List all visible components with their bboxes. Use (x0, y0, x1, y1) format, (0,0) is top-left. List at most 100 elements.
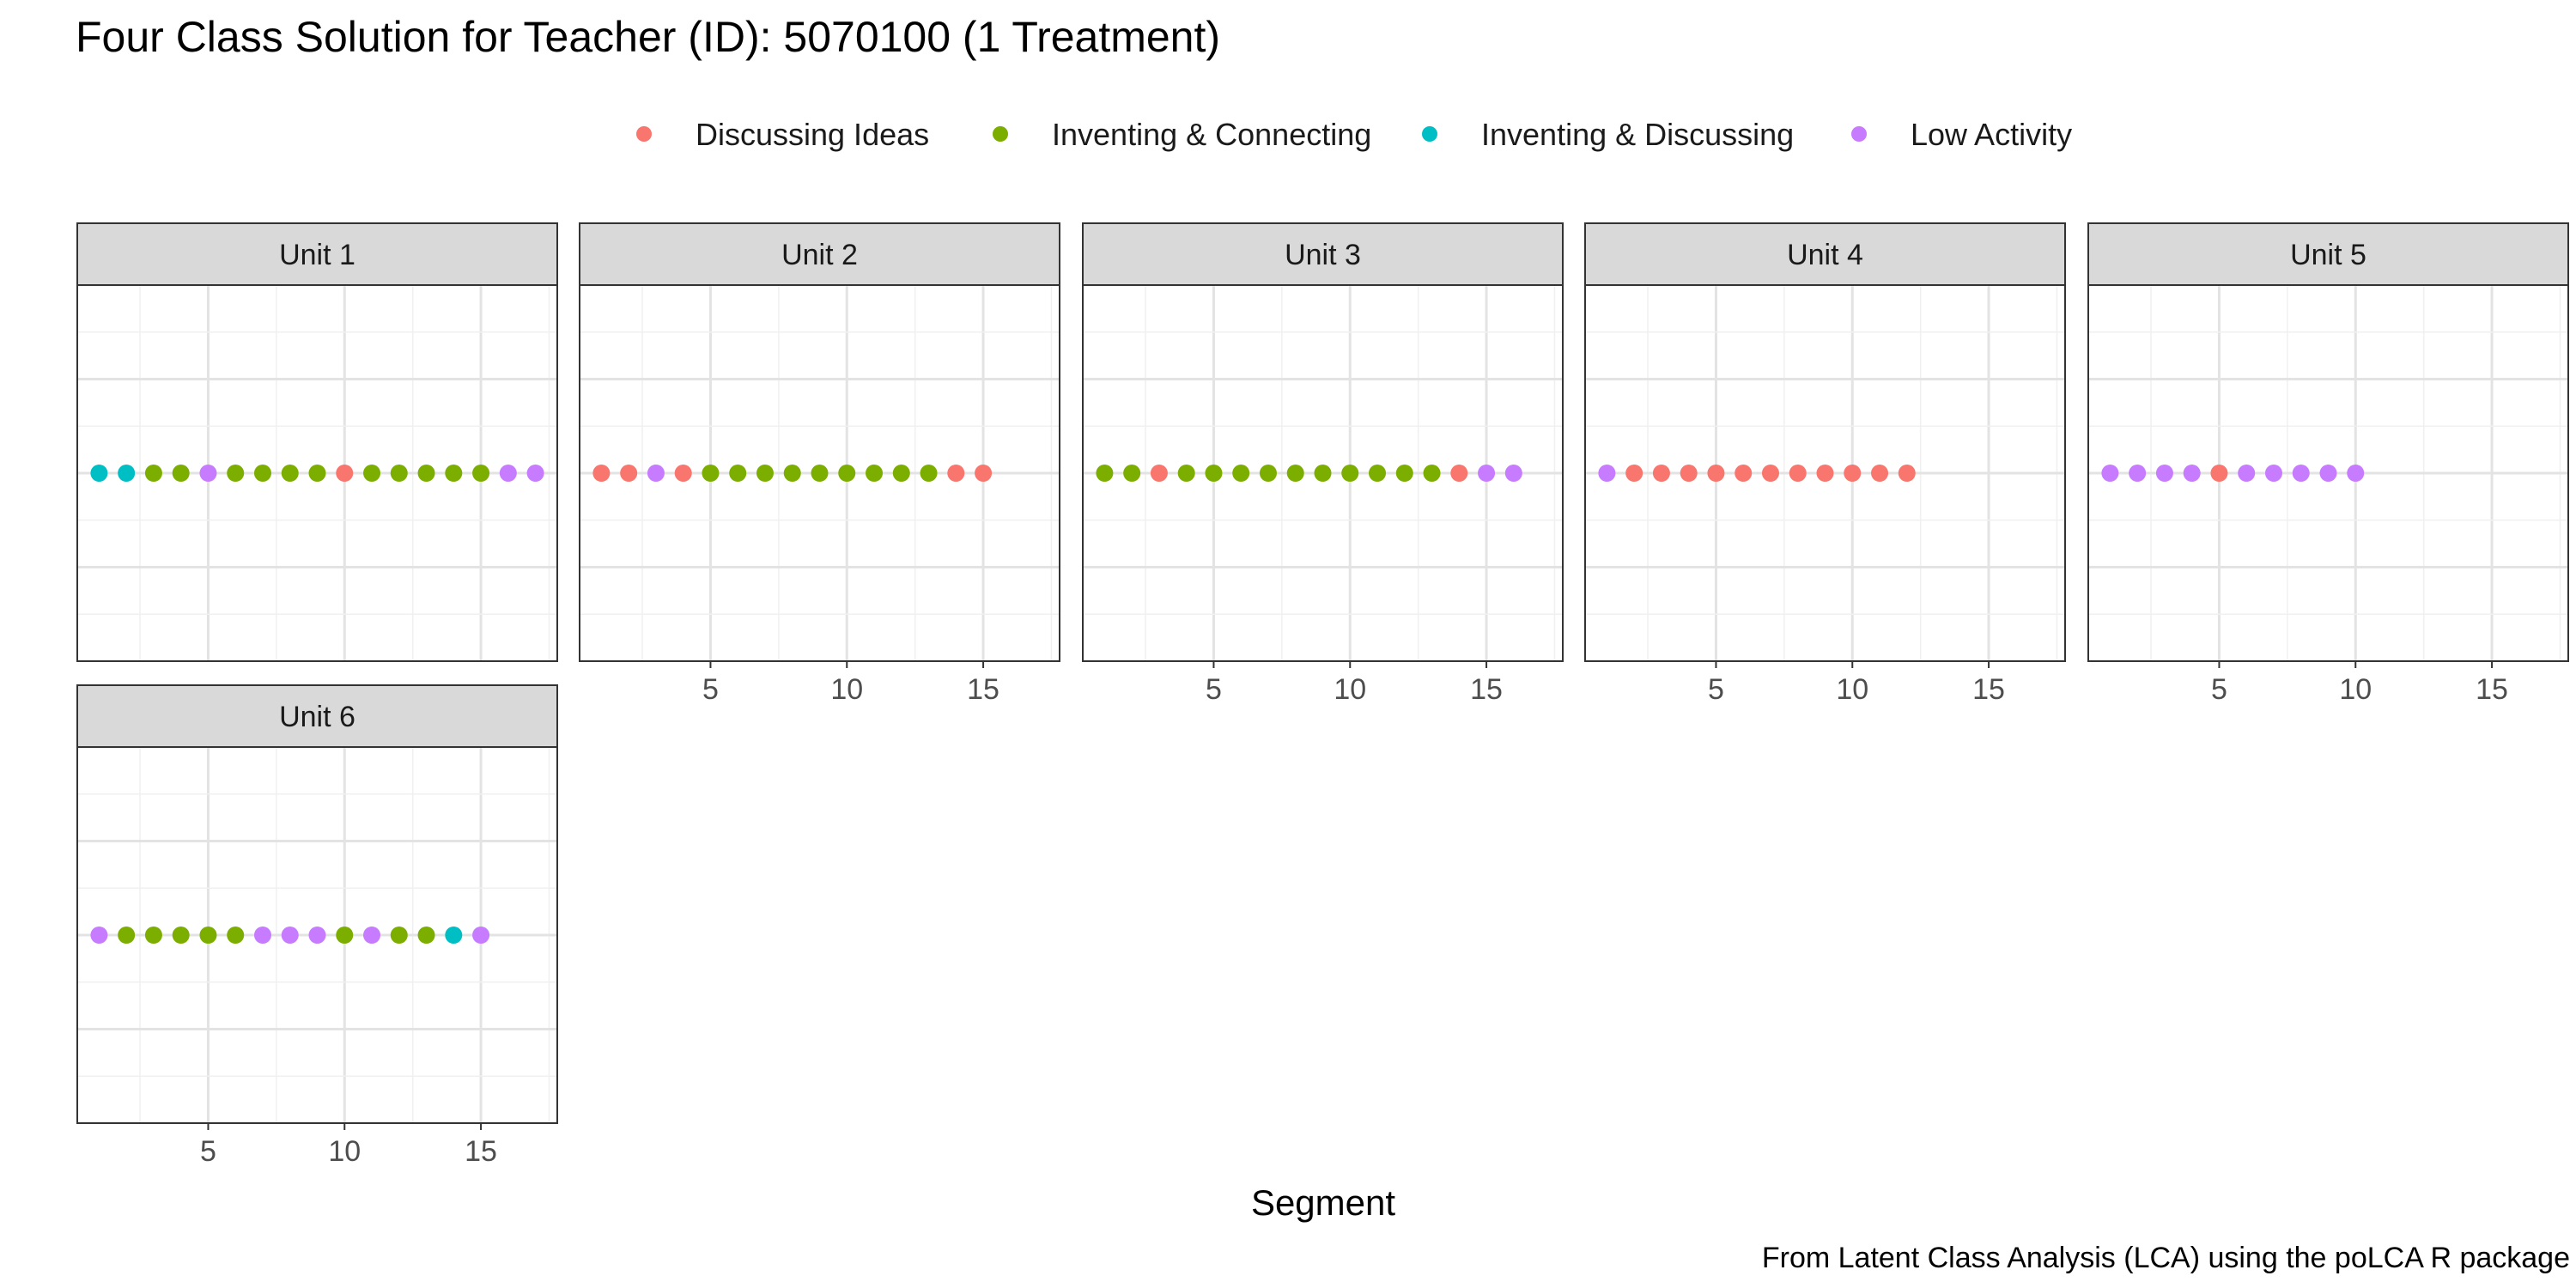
caption: From Latent Class Analysis (LCA) using t… (1762, 1242, 2570, 1274)
strip-unit-5 (2087, 222, 2569, 286)
point-low-activity (308, 927, 326, 944)
point-discussing-ideas (2210, 465, 2228, 482)
point-inventing-and-connecting (729, 465, 747, 482)
legend-key-discussing-ideas (636, 126, 652, 142)
panel-border-unit-1 (76, 284, 558, 662)
point-inventing-and-connecting (281, 465, 299, 482)
point-discussing-ideas (1735, 465, 1753, 482)
point-inventing-and-connecting (920, 465, 938, 482)
x-tick-label: 15 (465, 1135, 497, 1168)
legend-label-inventing-and-connecting: Inventing & Connecting (1052, 117, 1371, 152)
strip-label-unit-2: Unit 2 (781, 239, 858, 271)
point-low-activity (2183, 465, 2201, 482)
legend-key-inventing-and-connecting (993, 126, 1008, 142)
point-inventing-and-connecting (1395, 465, 1413, 482)
x-tick-label: 5 (200, 1135, 216, 1168)
point-discussing-ideas (1450, 465, 1468, 482)
point-inventing-and-connecting (144, 465, 162, 482)
strip-unit-2 (579, 222, 1060, 286)
point-discussing-ideas (620, 465, 638, 482)
point-low-activity (90, 927, 108, 944)
panel-border-unit-2 (579, 284, 1060, 662)
strip-label-unit-4: Unit 4 (1787, 239, 1863, 271)
point-discussing-ideas (1625, 465, 1643, 482)
point-inventing-and-connecting (308, 465, 326, 482)
strip-unit-3 (1082, 222, 1564, 286)
point-discussing-ideas (1844, 465, 1862, 482)
legend: Discussing Ideas Inventing & Connecting In… (636, 117, 2072, 152)
point-inventing-and-connecting (172, 927, 190, 944)
strip-unit-6 (76, 684, 558, 748)
x-tick-label: 5 (702, 673, 719, 706)
point-discussing-ideas (1707, 465, 1725, 482)
strip-unit-4 (1584, 222, 2066, 286)
point-low-activity (363, 927, 381, 944)
point-inventing-and-connecting (199, 927, 217, 944)
point-inventing-and-connecting (472, 465, 490, 482)
point-inventing-and-connecting (702, 465, 720, 482)
strip-unit-1 (76, 222, 558, 286)
legend-label-discussing-ideas: Discussing Ideas (696, 117, 929, 152)
point-inventing-and-connecting (336, 927, 354, 944)
panel-unit-6: Unit 6 5 10 15 (76, 684, 558, 1168)
point-inventing-and-connecting (417, 465, 435, 482)
strip-label-unit-5: Unit 5 (2290, 239, 2366, 271)
panel-border-unit-3 (1082, 284, 1564, 662)
point-discussing-ideas (1871, 465, 1889, 482)
point-discussing-ideas (1652, 465, 1670, 482)
panel-unit-1: Unit 1 (76, 222, 558, 662)
point-inventing-and-connecting (811, 465, 829, 482)
x-tick-label: 5 (1206, 673, 1222, 706)
point-inventing-and-connecting (1259, 465, 1277, 482)
x-tick-label: 10 (328, 1135, 361, 1168)
x-tick-label: 10 (1334, 673, 1366, 706)
legend-label-inventing-and-discussing: Inventing & Discussing (1481, 117, 1794, 152)
x-tick-label: 10 (2339, 673, 2372, 706)
point-inventing-and-connecting (1423, 465, 1441, 482)
legend-label-low-activity: Low Activity (1911, 117, 2072, 152)
point-inventing-and-connecting (227, 927, 245, 944)
point-inventing-and-connecting (783, 465, 801, 482)
point-inventing-and-connecting (1314, 465, 1332, 482)
point-inventing-and-connecting (1232, 465, 1250, 482)
point-discussing-ideas (592, 465, 611, 482)
point-inventing-and-connecting (892, 465, 910, 482)
x-tick-label: 5 (1708, 673, 1724, 706)
point-inventing-and-connecting (227, 465, 245, 482)
point-discussing-ideas (336, 465, 354, 482)
strip-label-unit-1: Unit 1 (279, 239, 355, 271)
point-inventing-and-connecting (417, 927, 435, 944)
panel-border-unit-5 (2087, 284, 2569, 662)
point-inventing-and-connecting (756, 465, 774, 482)
point-discussing-ideas (947, 465, 965, 482)
point-inventing-and-discussing (90, 465, 108, 482)
point-inventing-and-connecting (1177, 465, 1195, 482)
point-discussing-ideas (674, 465, 692, 482)
point-discussing-ideas (1680, 465, 1698, 482)
point-low-activity (1478, 465, 1496, 482)
x-tick-label: 5 (2211, 673, 2227, 706)
panel-unit-3: Unit 3 5 10 15 (1082, 222, 1564, 706)
point-inventing-and-connecting (1205, 465, 1223, 482)
legend-key-inventing-and-discussing (1422, 126, 1437, 142)
point-inventing-and-discussing (445, 927, 463, 944)
panel-border-unit-6 (76, 746, 558, 1124)
point-inventing-and-connecting (866, 465, 884, 482)
point-low-activity (2238, 465, 2256, 482)
point-low-activity (2319, 465, 2337, 482)
point-low-activity (2264, 465, 2282, 482)
point-inventing-and-connecting (390, 927, 408, 944)
point-inventing-and-discussing (118, 465, 136, 482)
point-inventing-and-connecting (390, 465, 408, 482)
x-tick-label: 15 (1470, 673, 1503, 706)
point-discussing-ideas (1150, 465, 1168, 482)
point-inventing-and-connecting (363, 465, 381, 482)
point-low-activity (281, 927, 299, 944)
x-tick-label: 15 (967, 673, 999, 706)
point-inventing-and-connecting (172, 465, 190, 482)
point-low-activity (1598, 465, 1616, 482)
panel-unit-4: Unit 4 5 10 15 (1584, 222, 2066, 706)
point-low-activity (253, 927, 271, 944)
panel-unit-5: Unit 5 5 10 15 (2087, 222, 2569, 706)
